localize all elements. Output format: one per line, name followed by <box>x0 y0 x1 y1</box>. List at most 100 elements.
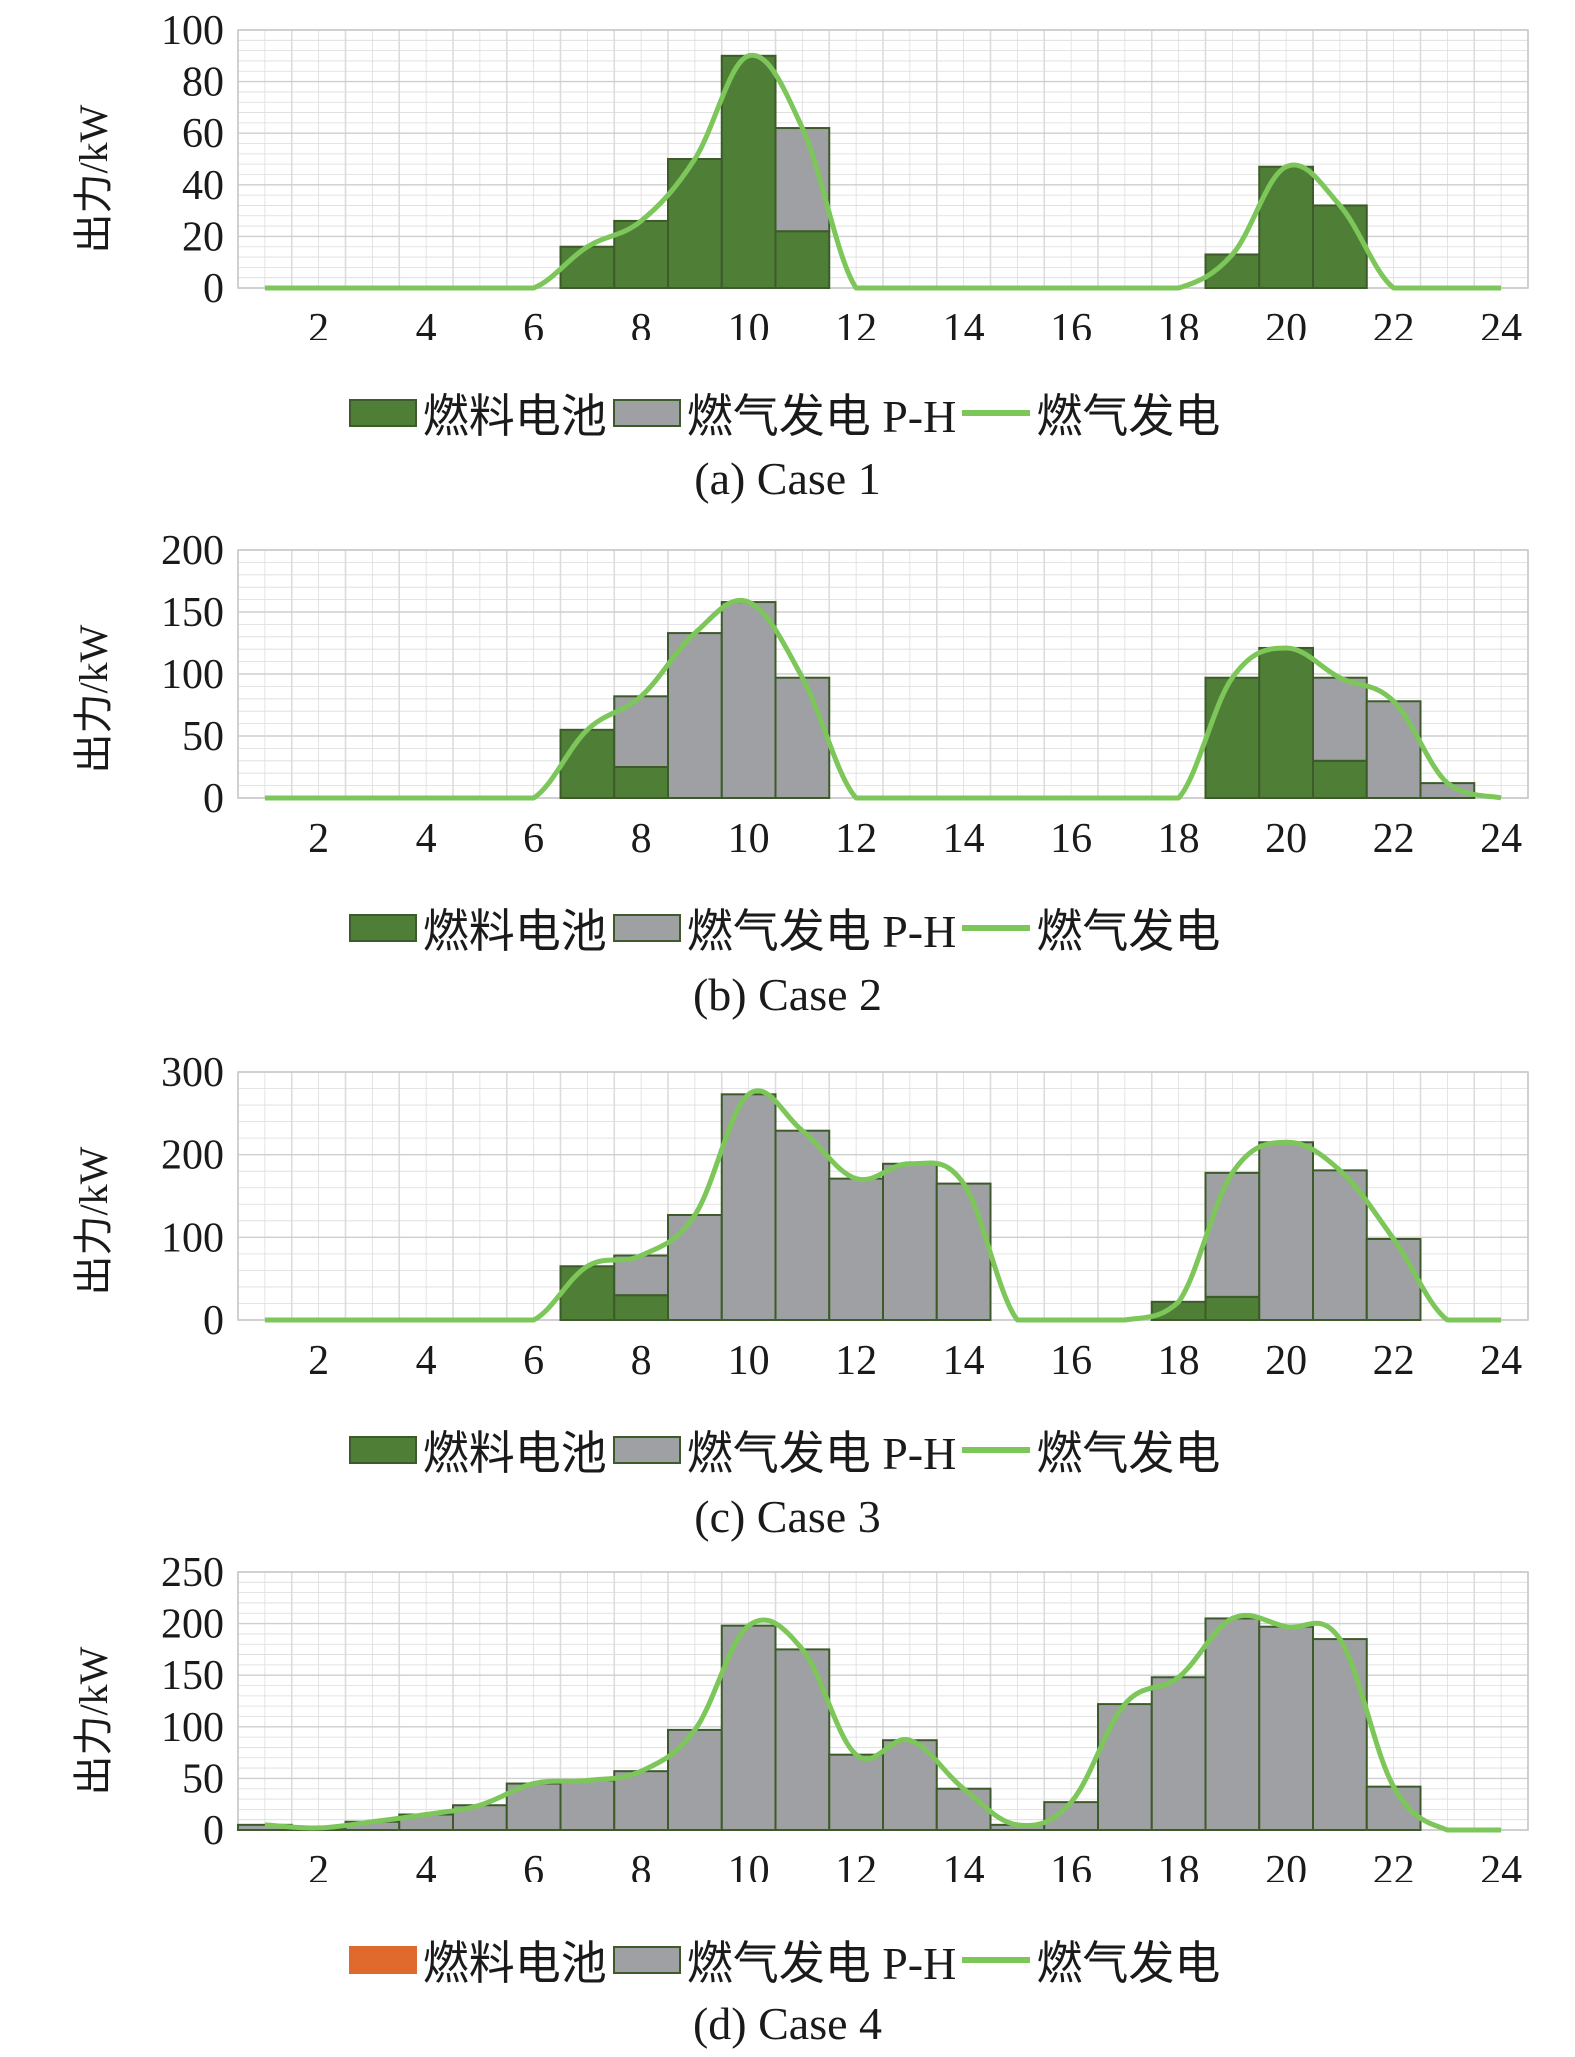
bar-fuel-cell <box>1204 1295 1261 1321</box>
bar-gas-ph <box>1097 1703 1153 1831</box>
bar-fuel-cell <box>613 766 669 799</box>
x-tick-label: 2 <box>308 816 329 860</box>
x-tick-label: 6 <box>523 1848 544 1882</box>
legend-item-fuel-cell: 燃料电池 <box>348 895 607 961</box>
bar-fuel-cell <box>559 728 616 799</box>
bar-gas-ph <box>882 1162 938 1322</box>
bar-gas-ph <box>720 601 777 799</box>
x-tick-label: 4 <box>416 306 437 340</box>
bar-gas-ph <box>1204 1617 1261 1831</box>
legend-swatch-gas-line <box>962 925 1031 931</box>
y-tick-label: 40 <box>182 163 224 209</box>
y-axis-label: 出力/kW <box>71 624 116 774</box>
y-axis-label: 出力/kW <box>71 1146 116 1296</box>
legend-label: 燃气发电 <box>1036 391 1221 442</box>
x-tick-label: 24 <box>1480 1338 1522 1382</box>
legend-swatch-gas-ph <box>612 1946 681 1974</box>
x-tick-label: 22 <box>1373 306 1415 340</box>
bar-fuel-cell <box>613 1294 669 1321</box>
legend-item-gas-ph: 燃气发电 P-H <box>612 380 957 446</box>
x-tick-label: 20 <box>1265 1338 1307 1382</box>
bar-fuel-cell <box>559 245 616 289</box>
legend-label: 燃气发电 <box>1036 906 1221 957</box>
y-tick-label: 200 <box>161 528 224 574</box>
y-tick-label: 100 <box>161 1705 224 1751</box>
legend-label: 燃料电池 <box>422 906 607 957</box>
x-tick-label: 20 <box>1265 306 1307 340</box>
chart-panel-b: 0 50 100 150 200 2 4 6 8 10 12 14 16 18 20 22 24 出力/kW 燃… <box>0 520 1575 1020</box>
y-tick-label: 60 <box>182 111 224 157</box>
bar-gas-ph <box>1312 1169 1368 1321</box>
x-tick-label: 4 <box>416 816 437 860</box>
x-tick-label: 8 <box>631 1338 652 1382</box>
bar-fuel-cell <box>1204 676 1261 799</box>
y-tick-label: 150 <box>161 1653 224 1699</box>
x-tick-label: 12 <box>835 306 877 340</box>
x-tick-label: 2 <box>308 306 329 340</box>
legend-item-gas-ph: 燃气发电 P-H <box>612 895 957 961</box>
bar-fuel-cell <box>1312 204 1368 289</box>
x-tick-label: 14 <box>943 1848 985 1882</box>
bar-gas-ph <box>1365 700 1422 799</box>
x-tick-label: 4 <box>416 1848 437 1882</box>
x-tick-label: 18 <box>1158 1848 1200 1882</box>
bar-fuel-cell <box>667 158 723 289</box>
bar-gas-ph <box>1258 1625 1314 1831</box>
bar-gas-ph <box>1312 676 1368 762</box>
chart-caption: (a) Case 1 <box>694 453 881 504</box>
y-tick-label: 150 <box>161 590 224 636</box>
legend-swatch-gas-line <box>962 1957 1031 1963</box>
legend-item-fuel-cell: 燃料电池 <box>348 1417 607 1483</box>
legend-label: 燃气发电 P-H <box>686 1938 957 1989</box>
legend-swatch-gas-ph <box>612 1436 681 1464</box>
bar-gas-ph <box>828 1753 884 1831</box>
bar-gas-ph <box>1365 1785 1422 1832</box>
bar-gas-ph <box>559 1779 616 1832</box>
x-tick-label: 4 <box>416 1338 437 1382</box>
bar-gas-ph <box>935 1182 992 1321</box>
x-tick-label: 24 <box>1480 1848 1522 1882</box>
x-tick-label: 10 <box>728 1848 770 1882</box>
x-tick-label: 12 <box>835 816 877 860</box>
legend-label: 燃气发电 P-H <box>686 906 957 957</box>
legend-item-gas-line: 燃气发电 <box>962 895 1220 961</box>
y-tick-label: 50 <box>182 714 224 760</box>
bar-gas-ph <box>882 1739 938 1831</box>
legend-swatch-gas-line <box>962 1447 1031 1453</box>
bar-gas-ph <box>935 1787 992 1831</box>
bar-gas-ph <box>828 1177 884 1321</box>
bar-gas-ph <box>1312 1638 1368 1831</box>
legend-item-gas-ph: 燃气发电 P-H <box>612 1417 956 1483</box>
series-line-gas <box>264 1088 1502 1323</box>
y-tick-label: 80 <box>182 60 224 106</box>
legend-label: 燃气发电 <box>1036 1428 1221 1479</box>
bar-fuel-cell <box>720 54 777 289</box>
legend: 燃料电池 燃气发电 P-H 燃气发电 <box>0 380 1575 446</box>
legend-item-fuel-cell: 燃料电池 <box>348 1927 607 1993</box>
y-tick-label: 200 <box>161 1602 224 1648</box>
legend-swatch-gas-ph <box>612 914 681 942</box>
legend-label: 燃气发电 P-H <box>686 391 957 442</box>
x-tick-label: 12 <box>835 1848 877 1882</box>
legend-swatch-gas-ph <box>612 399 681 427</box>
x-tick-label: 12 <box>835 1338 877 1382</box>
x-tick-label: 18 <box>1158 306 1200 340</box>
legend-swatch-fuel-cell <box>348 914 417 942</box>
y-tick-label: 50 <box>182 1756 224 1802</box>
legend-swatch-fuel-cell <box>348 1436 417 1464</box>
x-tick-label: 16 <box>1050 1848 1092 1882</box>
y-axis-label: 出力/kW <box>71 104 116 254</box>
x-tick-label: 10 <box>728 816 770 860</box>
bar-fuel-cell <box>1312 759 1368 800</box>
legend-swatch-fuel-cell <box>348 399 417 427</box>
x-tick-label: 16 <box>1050 1338 1092 1382</box>
y-tick-label: 300 <box>161 1050 224 1096</box>
y-tick-label: 250 <box>161 1550 224 1596</box>
x-tick-label: 24 <box>1480 816 1522 860</box>
x-tick-label: 8 <box>631 1848 652 1882</box>
series-line-gas <box>264 597 1502 801</box>
legend-item-fuel-cell: 燃料电池 <box>348 380 607 446</box>
